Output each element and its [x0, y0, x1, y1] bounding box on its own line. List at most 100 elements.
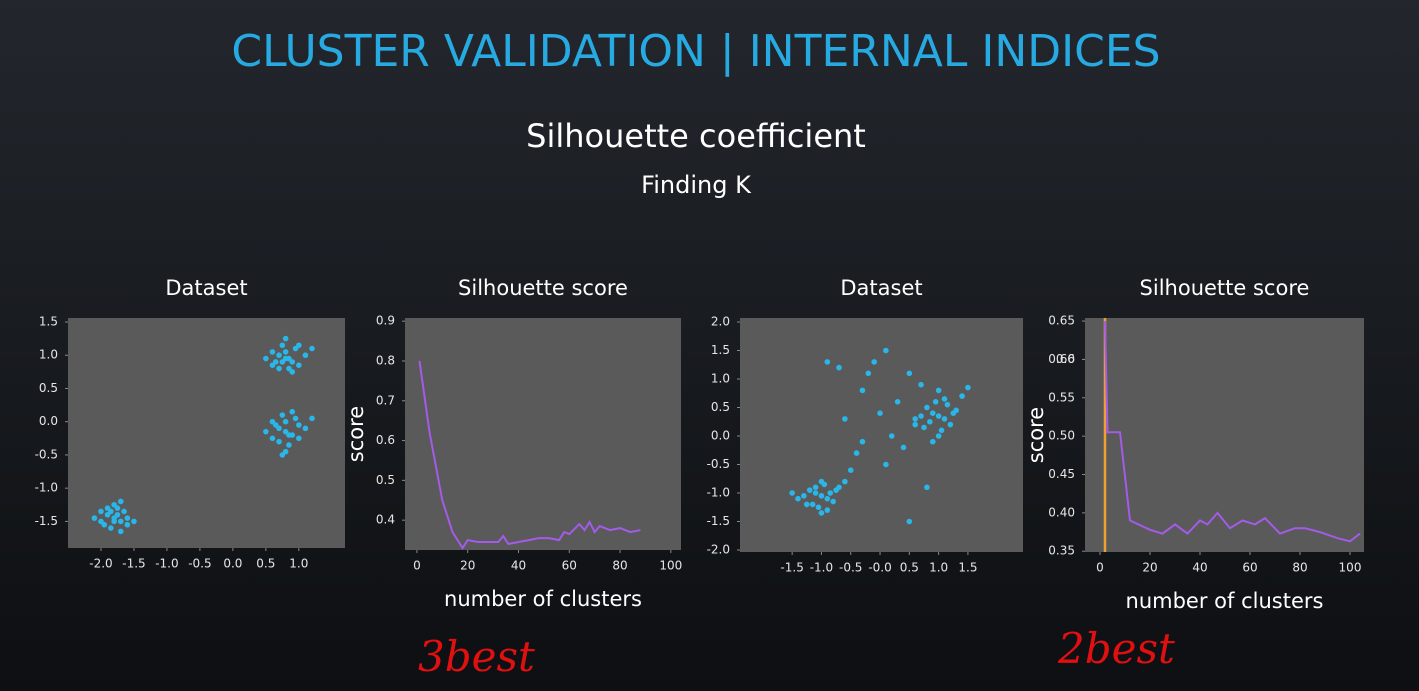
point [289, 408, 296, 415]
annotation: 2best [1057, 624, 1175, 673]
point [836, 364, 842, 371]
x-tick-label: 20 [1142, 561, 1157, 575]
point [906, 370, 913, 377]
point [117, 518, 124, 525]
y-axis-label: score [1024, 407, 1048, 463]
point [124, 515, 131, 521]
point [276, 438, 282, 445]
x-tick-label: 60 [1242, 561, 1257, 575]
point [302, 425, 309, 432]
point [272, 422, 279, 428]
y-tick-label: 0.4 [376, 513, 395, 527]
annotation: 3best [418, 632, 535, 681]
x-tick-label: -0.0 [868, 561, 891, 575]
slide-heading: Finding K [641, 171, 752, 199]
y-tick-label: 0.5 [39, 381, 58, 395]
y-tick-label: -1.5 [35, 514, 58, 528]
point [117, 528, 124, 535]
y-tick-label: 0.5 [711, 400, 730, 414]
point [883, 461, 889, 468]
plot-area [1085, 318, 1364, 552]
point [824, 359, 831, 365]
line [418, 360, 641, 550]
y-tick-label: 0.8 [376, 353, 395, 367]
point [276, 365, 282, 372]
point [296, 435, 302, 442]
point [950, 410, 957, 416]
point [853, 450, 860, 456]
point [269, 435, 276, 442]
slide-subtitle: Silhouette coefficient [526, 117, 866, 155]
point [894, 398, 901, 405]
y-tick-label: -1.0 [35, 481, 58, 495]
point [812, 490, 819, 496]
y-tick-label: 2.0 [711, 314, 730, 328]
x-tick-label: -0.5 [839, 561, 862, 575]
chart-title: Silhouette score [1140, 276, 1310, 300]
point [282, 349, 289, 355]
point [921, 424, 927, 431]
y-tick-label: 0.35 [1048, 544, 1075, 558]
y-tick-label: -2.0 [707, 543, 730, 557]
x-tick-label: -1.5 [122, 557, 145, 571]
point [309, 415, 315, 422]
y-tick-label: 0.5 [376, 473, 395, 487]
point [912, 416, 918, 422]
point [292, 415, 299, 422]
point [847, 467, 854, 473]
point [918, 413, 924, 419]
point [818, 478, 825, 485]
point [818, 510, 825, 516]
y-tick-label: 0.60 [1048, 352, 1075, 366]
point [108, 508, 114, 515]
point [121, 508, 127, 515]
x-tick-label: 1.0 [929, 561, 948, 575]
point [827, 490, 834, 496]
y-tick-label: 0.40 [1048, 505, 1075, 519]
y-tick-label: 0.45 [1048, 467, 1075, 481]
point [279, 342, 286, 349]
point [865, 370, 872, 377]
point [929, 410, 936, 416]
point [927, 418, 933, 425]
slide-title: CLUSTER VALIDATION | INTERNAL INDICES [231, 26, 1160, 77]
point [296, 362, 302, 368]
x-tick-label: 40 [1192, 561, 1207, 575]
point [114, 511, 121, 518]
point [108, 525, 114, 531]
point [801, 493, 807, 499]
x-tick-label: -2.0 [89, 557, 112, 571]
point [830, 498, 836, 505]
y-tick-label: 0.65 [1048, 314, 1075, 328]
point [935, 387, 942, 394]
x-tick-label: -1.5 [780, 561, 803, 575]
chart-title: Silhouette score [458, 276, 628, 300]
point [309, 345, 315, 352]
point [111, 501, 117, 508]
x-tick-label: 0.0 [223, 557, 242, 571]
point [131, 518, 137, 525]
x-tick-label: -1.0 [155, 557, 178, 571]
point [117, 498, 124, 505]
plot-area [740, 318, 1023, 552]
point [276, 352, 282, 359]
point [938, 427, 945, 434]
point [286, 355, 292, 362]
y-tick-label: 1.0 [39, 348, 58, 362]
x-tick-label: 100 [659, 559, 682, 573]
y-axis-label: score [344, 406, 368, 462]
y-tick-label: 0.0 [39, 414, 58, 428]
x-tick-label: 0 [1096, 561, 1104, 575]
point [906, 518, 913, 525]
point [924, 404, 930, 411]
x-tick-label: 1.0 [289, 557, 308, 571]
y-tick-label: 1.0 [711, 371, 730, 385]
point [263, 428, 269, 435]
point [806, 487, 813, 493]
point [935, 413, 942, 419]
line [1104, 321, 1361, 543]
y-tick-label: -0.5 [35, 447, 58, 461]
x-tick-label: 1.5 [958, 561, 977, 575]
x-tick-label: 0.5 [900, 561, 919, 575]
